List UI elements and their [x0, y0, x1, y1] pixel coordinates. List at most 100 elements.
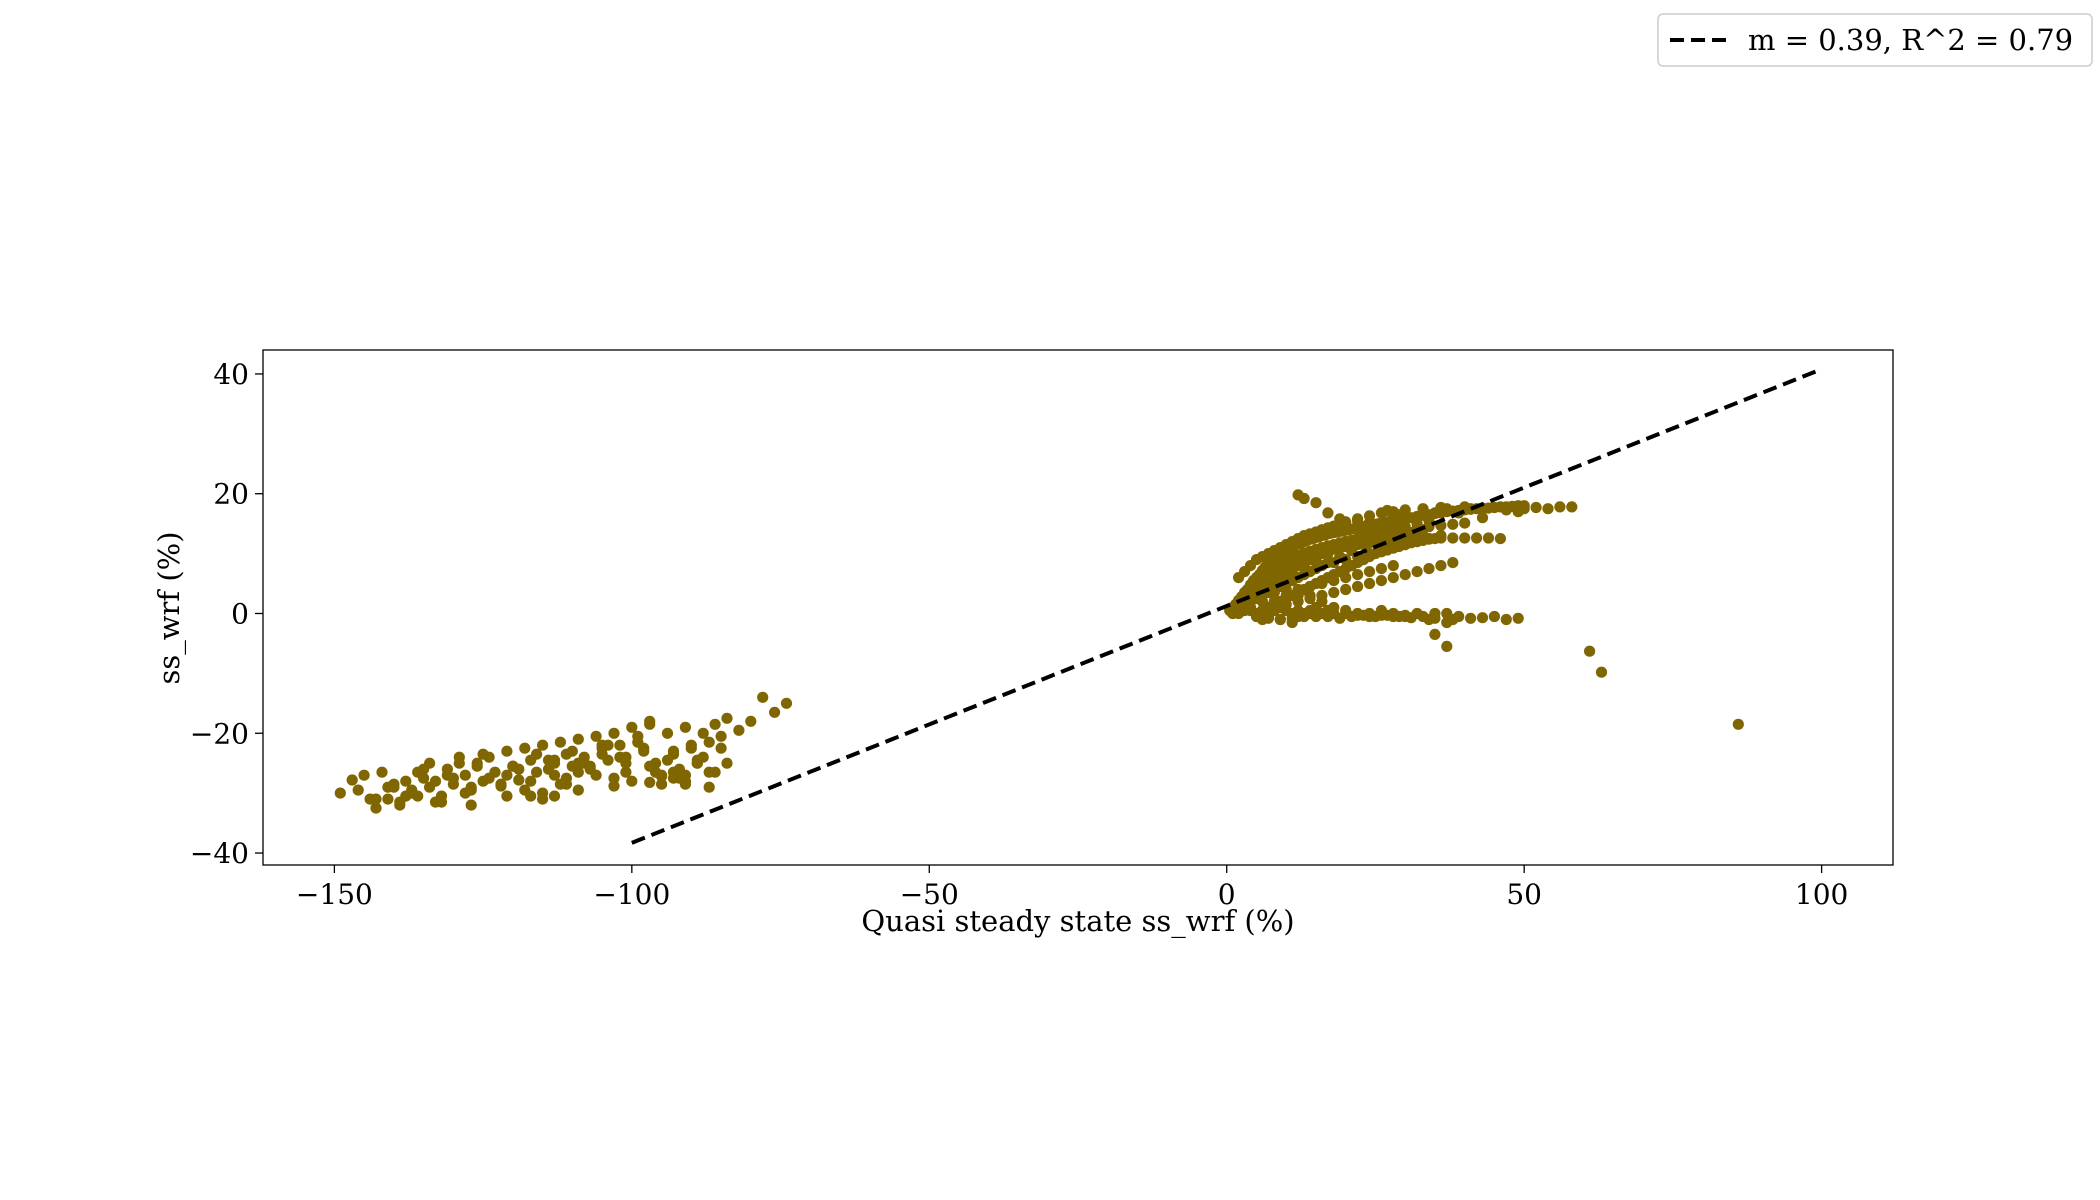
- x-axis: −150 −100 −50 0 50 100: [296, 865, 1848, 911]
- scatter-point: [382, 781, 394, 793]
- scatter-point: [1441, 616, 1453, 629]
- scatter-point: [703, 781, 715, 793]
- x-tick-label: −150: [296, 878, 373, 911]
- scatter-point: [1399, 610, 1411, 623]
- scatter-point: [1346, 536, 1358, 548]
- scatter-point: [1268, 604, 1280, 617]
- scatter-point: [1393, 509, 1405, 521]
- scatter-point: [370, 793, 382, 805]
- scatter-point: [1310, 554, 1322, 566]
- scatter-point: [703, 736, 715, 748]
- scatter-point: [1268, 595, 1280, 608]
- scatter-point: [1310, 610, 1322, 623]
- scatter-point: [501, 745, 513, 757]
- scatter-point: [531, 766, 543, 778]
- scatter-point: [1387, 560, 1399, 572]
- scatter-point: [1357, 530, 1370, 542]
- scatter-point: [667, 772, 680, 784]
- legend: m = 0.39, R^2 = 0.79: [1657, 13, 2093, 67]
- scatter-point: [554, 736, 567, 748]
- scatter-point: [626, 721, 638, 733]
- scatter-point: [1447, 532, 1459, 544]
- scatter-point: [1274, 613, 1286, 626]
- scatter-point: [620, 751, 632, 763]
- scatter-point: [1518, 503, 1530, 515]
- scatter-point: [656, 778, 668, 790]
- scatter-point: [1459, 532, 1471, 544]
- scatter-point: [1387, 542, 1399, 554]
- scatter-point: [715, 730, 727, 742]
- scatter-point: [1494, 533, 1506, 545]
- scatter-point: [418, 763, 430, 775]
- scatter-point: [525, 775, 537, 787]
- scatter-point: [1476, 612, 1489, 624]
- scatter-point: [596, 748, 608, 760]
- scatter-point: [531, 748, 543, 760]
- scatter-point: [661, 727, 674, 739]
- scatter-point: [1411, 607, 1423, 620]
- scatter-point: [1393, 521, 1405, 533]
- legend-label: m = 0.39, R^2 = 0.79: [1748, 23, 2073, 57]
- scatter-point: [1363, 516, 1376, 529]
- scatter-point: [1363, 607, 1376, 620]
- scatter-point: [1328, 575, 1340, 587]
- scatter-point: [667, 745, 680, 757]
- scatter-point: [1369, 527, 1381, 539]
- scatter-point: [513, 763, 525, 775]
- x-tick-label: −100: [593, 878, 670, 911]
- scatter-point: [394, 796, 406, 808]
- scatter-point: [584, 760, 596, 772]
- scatter-point: [1352, 569, 1364, 581]
- scatter-point: [1304, 580, 1316, 593]
- scatter-point: [1441, 503, 1453, 515]
- scatter-point: [1488, 610, 1500, 623]
- scatter-point: [1292, 610, 1304, 623]
- y-tick-label: −40: [190, 837, 249, 870]
- scatter-point: [572, 757, 584, 769]
- scatter-point: [1316, 577, 1328, 590]
- scatter-point: [1554, 501, 1566, 513]
- x-tick-label: 50: [1506, 878, 1542, 911]
- scatter-point: [1411, 566, 1423, 578]
- scatter-point: [1500, 613, 1512, 626]
- scatter-point: [1352, 515, 1364, 527]
- scatter-point: [572, 766, 584, 778]
- scatter-point: [1423, 613, 1435, 626]
- scatter-point: [608, 780, 620, 792]
- scatter-point: [1244, 601, 1257, 614]
- scatter-points: [334, 489, 1744, 814]
- fit-line: [631, 367, 1823, 845]
- scatter-point: [537, 739, 549, 751]
- scatter-point: [679, 775, 692, 787]
- scatter-point: [525, 790, 537, 802]
- scatter-point: [1459, 517, 1471, 529]
- scatter-point: [382, 793, 394, 805]
- scatter-point: [501, 790, 513, 802]
- scatter-point: [1363, 566, 1376, 578]
- scatter-point: [1268, 586, 1280, 599]
- scatter-point: [1381, 504, 1393, 517]
- scatter-point: [1352, 607, 1364, 620]
- scatter-point: [697, 727, 709, 739]
- scatter-point: [370, 802, 382, 814]
- scatter-point: [661, 754, 674, 766]
- scatter-point: [1584, 645, 1596, 657]
- scatter-point: [1304, 589, 1316, 602]
- scatter-point: [1286, 566, 1298, 578]
- scatter-point: [1471, 532, 1483, 544]
- scatter-point: [400, 775, 412, 787]
- scatter-point: [572, 784, 584, 796]
- scatter-point: [1447, 557, 1459, 569]
- scatter-point: [1375, 563, 1387, 575]
- scatter-point: [780, 697, 793, 709]
- scatter-point: [638, 742, 650, 754]
- scatter-point: [1387, 572, 1399, 584]
- scatter-point: [644, 776, 656, 789]
- scatter-point: [465, 799, 477, 811]
- scatter-point: [1298, 492, 1310, 505]
- scatter-point: [566, 745, 578, 757]
- scatter-point: [644, 715, 656, 727]
- scatter-point: [757, 691, 769, 703]
- scatter-point: [1500, 504, 1512, 516]
- scatter-point: [721, 757, 733, 769]
